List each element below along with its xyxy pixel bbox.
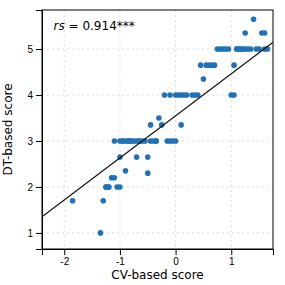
scatter-point (106, 184, 112, 190)
y-grid-line (42, 186, 273, 187)
scatter-point (70, 198, 76, 204)
x-tick-label: 0 (173, 256, 179, 267)
scatter-point (242, 30, 248, 36)
scatter-point (153, 138, 159, 144)
x-tick-mark (120, 249, 121, 255)
regression-line (42, 42, 273, 217)
scatter-point (212, 62, 218, 68)
annotation-part: = 0.914*** (65, 19, 135, 33)
scatter-point (134, 154, 140, 160)
x-axis-line (43, 250, 274, 256)
y-tick-label: 5 (27, 44, 33, 55)
y-tick: 4 (27, 90, 42, 101)
annotation: rs = 0.914*** (54, 19, 135, 33)
grid (42, 10, 273, 249)
scatter-point (112, 175, 118, 181)
x-tick-mark (176, 249, 177, 255)
scatter-point (117, 184, 123, 190)
scatter-point (201, 76, 207, 82)
scatter-point (226, 46, 232, 52)
x-grid-line (119, 10, 120, 249)
scatter-point (184, 92, 190, 98)
scatter-point (262, 30, 268, 36)
y-tick: 3 (27, 136, 42, 147)
x-tick-label: 1 (229, 256, 235, 267)
annotation-part: rs (54, 19, 65, 33)
scatter-point (145, 154, 151, 160)
y-tick-mark (36, 49, 42, 50)
scatter-point (173, 138, 179, 144)
y-tick-mark (36, 187, 42, 188)
y-tick-label: 4 (27, 90, 33, 101)
y-tick-label: 2 (27, 182, 33, 193)
x-grid-line (231, 10, 232, 249)
scatter-point (162, 92, 168, 98)
marks (42, 16, 273, 235)
scatter-point (231, 92, 237, 98)
x-tick-mark (231, 249, 232, 255)
y-grid-line (42, 95, 273, 96)
y-axis-title: DT-based score (1, 83, 15, 175)
scatter-point (167, 92, 173, 98)
y-grid-line (42, 232, 273, 233)
scatter-point (100, 198, 106, 204)
plot: -2 -1 0 1 1 2 3 4 5 rs = 0.914*** (27, 10, 273, 267)
scatter-point (106, 184, 112, 190)
scatter-point (148, 122, 154, 128)
x-tick: 0 (173, 249, 179, 267)
scatter-point (123, 168, 129, 174)
scatter-point (198, 62, 204, 68)
scatter-point (178, 122, 184, 128)
x-axis-title: CV-based score (111, 268, 204, 282)
plot-frame (42, 10, 273, 249)
y-axis: 1 2 3 4 5 (27, 11, 42, 250)
y-tick-mark (36, 141, 42, 142)
x-axis: -2 -1 0 1 (43, 249, 274, 267)
x-grid-line (64, 10, 65, 249)
scatter-point (156, 115, 162, 121)
x-tick: -2 (60, 249, 69, 267)
x-tick-mark (64, 249, 65, 255)
scatter-point (251, 16, 257, 22)
x-tick: -1 (116, 249, 125, 267)
scatter-point (145, 170, 151, 176)
scatter-points (70, 16, 270, 235)
y-tick-mark (36, 233, 42, 234)
y-tick: 2 (27, 182, 42, 193)
scatter-point (98, 230, 104, 236)
scatter-point (231, 62, 237, 68)
x-tick-label: -1 (116, 256, 125, 267)
x-tick: 1 (229, 249, 235, 267)
chart: -2 -1 0 1 1 2 3 4 5 rs = 0.914*** CV-based score DT… (0, 0, 285, 285)
y-axis-line (36, 11, 43, 250)
y-tick: 1 (27, 228, 42, 239)
scatter-point (112, 138, 118, 144)
x-tick-label: -2 (60, 256, 69, 267)
y-tick-mark (36, 95, 42, 96)
x-grid-line (175, 10, 176, 249)
y-tick-label: 3 (27, 136, 33, 147)
y-tick-label: 1 (27, 228, 33, 239)
y-tick: 5 (27, 44, 42, 55)
scatter-point (248, 46, 254, 52)
scatter-point (153, 138, 159, 144)
